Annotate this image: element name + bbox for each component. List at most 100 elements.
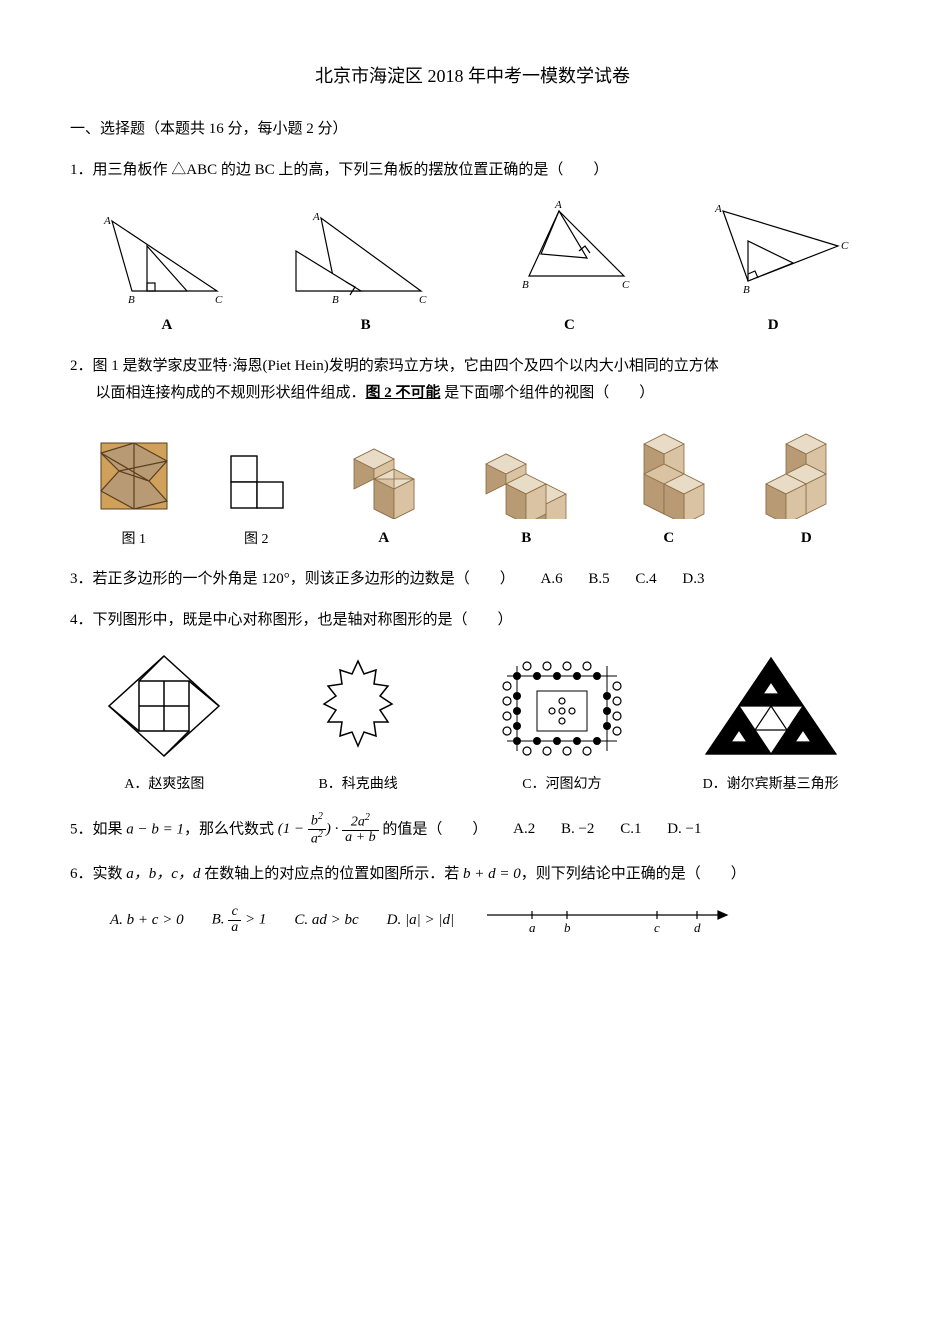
q2-view-grid — [216, 441, 296, 521]
q2-option-c: C — [619, 419, 719, 552]
q1-figure-c: A B C — [489, 196, 649, 306]
svg-text:A: A — [312, 211, 320, 223]
q6-vars: a，b，c，d — [126, 866, 200, 882]
question-2: 2．图 1 是数学家皮亚特·海恩(Piet Hein)发明的索玛立方块，它由四个… — [70, 353, 875, 407]
q5-frac1: b2 a2 — [308, 812, 326, 848]
q3-text: 3．若正多边形的一个外角是 120°，则该正多边形的边数是（ ） — [70, 571, 515, 587]
q6-choice-b-pre: B. — [212, 912, 225, 928]
svg-text:B: B — [332, 294, 339, 306]
q4-option-d: D．谢尔宾斯基三角形 — [696, 646, 846, 797]
q1-label-d: D — [768, 312, 779, 339]
svg-text:B: B — [128, 294, 135, 306]
q2-figure-2: 图 2 — [216, 441, 296, 552]
q1-option-c: A B C C — [489, 196, 649, 339]
q1-option-a: A B C A — [92, 196, 242, 339]
q2-cube-b — [471, 419, 581, 519]
page-title: 北京市海淀区 2018 年中考一模数学试卷 — [70, 60, 875, 92]
q5-frac2-den: a + b — [342, 831, 378, 846]
q2-cube-d — [756, 419, 856, 519]
q6-text-c: ，则下列结论中正确的是（ ） — [521, 866, 746, 882]
q6-choice-c: C. ad > bc — [294, 907, 358, 934]
q4-option-b: B．科克曲线 — [288, 646, 428, 797]
q2-soma-cube — [89, 431, 179, 521]
q4-figure-c — [487, 646, 637, 766]
q1-option-d: A B C D — [693, 196, 853, 339]
q4-figure-b — [288, 646, 428, 766]
question-5: 5．如果 a − b = 1，那么代数式 (1 − b2 a2 ) · 2a2 … — [70, 812, 875, 848]
q2-caption-1: 图 1 — [122, 527, 147, 552]
q1-figure-b: A B C — [286, 196, 446, 306]
q3-choices: A.6 B.5 C.4 D.3 — [519, 571, 705, 587]
q4-option-c: C．河图幻方 — [487, 646, 637, 797]
q5-choice-b: B. −2 — [561, 821, 594, 837]
q6-choice-a: A. b + c > 0 — [110, 907, 184, 934]
q1-label-a: A — [161, 312, 172, 339]
svg-text:B: B — [522, 279, 529, 291]
q3-choice-c: C.4 — [635, 571, 656, 587]
q6-text-b: 在数轴上的对应点的位置如图所示．若 — [200, 866, 463, 882]
q5-expression: (1 − b2 a2 ) · 2a2 a + b — [278, 821, 383, 837]
q2-text-c: 是下面哪个组件的视图（ ） — [441, 385, 655, 401]
q2-caption-2: 图 2 — [244, 527, 269, 552]
q2-label-a: A — [378, 525, 389, 552]
q2-cube-a — [334, 419, 434, 519]
q5-frac1-num: b — [311, 813, 318, 828]
svg-text:A: A — [103, 215, 111, 227]
q4-figure-d — [696, 646, 846, 766]
q5-choice-a: A.2 — [513, 821, 535, 837]
q5-text-a: 5．如果 — [70, 821, 126, 837]
q5-text-c: 的值是（ ） — [382, 821, 487, 837]
question-4: 4．下列图形中，既是中心对称图形，也是轴对称图形的是（ ） — [70, 607, 875, 634]
svg-text:B: B — [743, 284, 750, 296]
svg-text:A: A — [554, 199, 562, 211]
q4-caption-a: A．赵爽弦图 — [124, 772, 204, 797]
q1-figure-a: A B C — [92, 196, 242, 306]
q2-text-bold: 图 2 不可能 — [366, 385, 441, 401]
q5-eq1: a − b = 1 — [126, 821, 184, 837]
q2-option-d: D — [756, 419, 856, 552]
question-1: 1．用三角板作 △ABC 的边 BC 上的高，下列三角板的摆放位置正确的是（ ） — [70, 157, 875, 184]
q6-text-a: 6．实数 — [70, 866, 126, 882]
q3-choice-d: D.3 — [682, 571, 704, 587]
q2-text-a: 2．图 1 是数学家皮亚特·海恩(Piet Hein)发明的索玛立方块，它由四个… — [70, 358, 719, 374]
q6-axis-d: d — [694, 920, 701, 935]
q1-figure-d: A B C — [693, 196, 853, 306]
q2-label-b: B — [521, 525, 531, 552]
question-3: 3．若正多边形的一个外角是 120°，则该正多边形的边数是（ ） A.6 B.5… — [70, 566, 875, 593]
section-header-1: 一、选择题（本题共 16 分，每小题 2 分） — [70, 116, 875, 143]
q5-frac2-num: 2a — [351, 815, 365, 830]
q5-choice-d: D. −1 — [667, 821, 701, 837]
q5-frac1-den: a — [311, 832, 318, 847]
q4-caption-c: C．河图幻方 — [522, 772, 601, 797]
svg-text:C: C — [622, 279, 630, 291]
q3-choice-a: A.6 — [541, 571, 563, 587]
q6-number-line: a b c d — [482, 900, 742, 940]
q5-frac2: 2a2 a + b — [342, 813, 378, 846]
q6-axis-b: b — [564, 920, 571, 935]
q1-label-b: B — [361, 312, 371, 339]
q5-text-b: ，那么代数式 — [184, 821, 278, 837]
q1-option-b: A B C B — [286, 196, 446, 339]
q6-choice-b-post: > 1 — [241, 912, 266, 928]
q2-options: 图 1 图 2 A — [70, 419, 875, 552]
q6-choice-d: D. |a| > |d| — [387, 907, 454, 934]
q6-choice-b-den: a — [228, 921, 241, 936]
q2-option-b: B — [471, 419, 581, 552]
question-6: 6．实数 a，b，c，d 在数轴上的对应点的位置如图所示．若 b + d = 0… — [70, 861, 875, 888]
q4-caption-b: B．科克曲线 — [318, 772, 397, 797]
q3-choice-b: B.5 — [588, 571, 609, 587]
q4-figure-a — [99, 646, 229, 766]
svg-text:C: C — [841, 240, 849, 252]
q2-cube-c — [619, 419, 719, 519]
q4-options: A．赵爽弦图 B．科克曲线 — [70, 646, 875, 797]
q5-choices: A.2 B. −2 C.1 D. −1 — [491, 821, 701, 837]
q1-label-c: C — [564, 312, 575, 339]
q6-cond: b + d = 0 — [463, 866, 521, 882]
q6-choice-b: B. c a > 1 — [212, 905, 267, 935]
svg-text:C: C — [419, 294, 427, 306]
svg-text:C: C — [215, 294, 223, 306]
q6-choice-b-num: c — [228, 905, 241, 921]
q2-figure-1: 图 1 — [89, 431, 179, 552]
q1-options: A B C A A B C B A B — [70, 196, 875, 339]
q6-axis-c: c — [654, 920, 660, 935]
